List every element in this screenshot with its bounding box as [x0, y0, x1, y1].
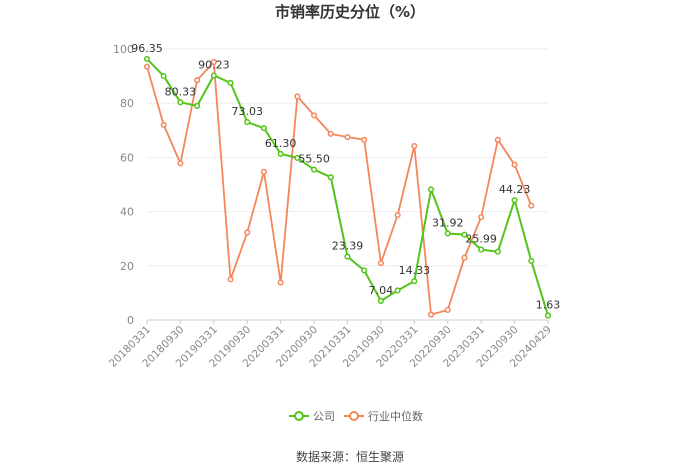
data-point — [227, 79, 234, 86]
data-point — [427, 186, 435, 193]
data-label: 55.50 — [298, 153, 330, 166]
data-point — [411, 278, 418, 285]
data-point — [210, 58, 217, 66]
data-point — [411, 142, 418, 150]
y-tick-label: 0 — [127, 314, 134, 327]
legend-item-industry-median[interactable]: 行业中位数 — [344, 409, 423, 423]
data-point — [177, 160, 184, 167]
y-tick-label: 20 — [120, 260, 134, 273]
data-label: 14.33 — [399, 264, 431, 277]
data-point — [160, 121, 167, 128]
data-label: 96.35 — [131, 42, 163, 55]
data-point — [210, 72, 217, 79]
data-point — [244, 229, 251, 236]
data-label: 25.99 — [465, 233, 497, 246]
legend-label: 行业中位数 — [368, 409, 423, 423]
data-label: 90.23 — [198, 58, 230, 71]
data-label: 7.04 — [369, 284, 394, 297]
y-tick-label: 60 — [120, 151, 134, 164]
data-point — [377, 260, 384, 267]
series-layer — [143, 55, 552, 319]
data-point — [227, 276, 234, 283]
data-point — [361, 267, 368, 274]
data-label: 61.30 — [265, 137, 297, 150]
data-point — [260, 125, 268, 132]
data-point — [311, 166, 318, 173]
data-label: 44.23 — [499, 183, 531, 196]
data-point — [260, 168, 268, 175]
data-point — [160, 73, 167, 80]
x-axis: 2018033120180930201903312019093020200331… — [107, 320, 554, 370]
data-point — [444, 306, 451, 314]
legend-label: 公司 — [313, 410, 335, 423]
data-point — [394, 287, 401, 294]
data-point — [427, 311, 435, 318]
y-tick-label: 40 — [120, 206, 134, 219]
data-point — [294, 93, 301, 100]
data-point — [294, 154, 301, 161]
legend-swatch-marker — [294, 411, 304, 421]
legend-item-company[interactable]: 公司 — [289, 410, 335, 423]
data-point — [177, 99, 184, 106]
data-point — [511, 197, 518, 204]
data-point — [511, 161, 518, 168]
data-point — [361, 136, 368, 143]
legend[interactable]: 公司 行业中位数 — [289, 409, 423, 423]
data-label: 73.03 — [232, 105, 264, 118]
data-point — [394, 212, 401, 219]
data-point — [244, 119, 251, 126]
legend-swatch-marker — [349, 411, 359, 421]
chart-title: 市销率历史分位（%） — [275, 3, 425, 21]
data-point — [327, 130, 334, 137]
data-point — [327, 174, 334, 181]
data-point — [528, 202, 535, 209]
data-point — [461, 231, 468, 238]
data-point — [143, 55, 151, 62]
data-point — [277, 150, 284, 157]
data-label: 1.63 — [536, 299, 561, 312]
data-point — [461, 254, 468, 261]
data-point — [344, 253, 351, 260]
data-point — [194, 77, 201, 84]
data-point — [494, 136, 501, 143]
data-point — [194, 102, 201, 109]
data-label: 31.92 — [432, 216, 464, 229]
data-point — [143, 63, 151, 70]
data-point — [478, 213, 485, 221]
y-axis: 0 20 40 60 80 100 — [113, 43, 134, 327]
data-point — [494, 248, 501, 255]
data-point — [544, 312, 552, 319]
data-point — [528, 257, 535, 264]
y-tick-label: 80 — [120, 97, 134, 110]
y-tick-label: 100 — [113, 43, 134, 56]
data-label: 80.33 — [165, 85, 197, 98]
source-note: 数据来源：恒生聚源 — [296, 449, 404, 464]
data-point — [344, 134, 351, 141]
data-label: 23.39 — [332, 240, 364, 253]
data-point — [377, 297, 384, 304]
series-line-industry-median — [146, 61, 533, 316]
data-point — [277, 279, 284, 286]
data-point — [478, 246, 485, 253]
data-point — [444, 230, 451, 237]
data-point — [311, 112, 318, 119]
